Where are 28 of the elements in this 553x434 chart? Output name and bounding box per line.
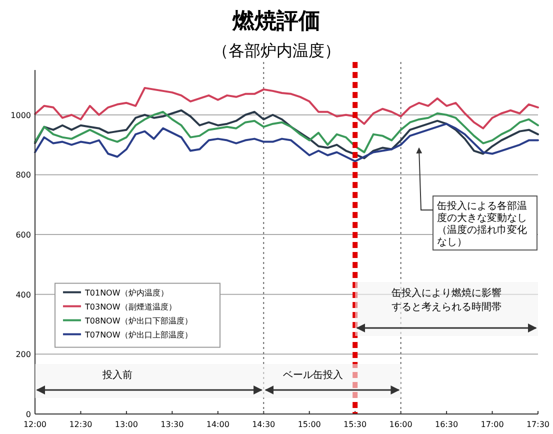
x-tick-label: 14:00 xyxy=(206,420,230,429)
legend-label: T01NOW（炉内温度） xyxy=(84,288,168,298)
annotation: 缶投入による各部温度の大きな変動なし（温度の揺れ巾変化なし） xyxy=(437,200,527,248)
x-tick-label: 14:30 xyxy=(252,420,276,429)
band-label: 投入前 xyxy=(101,369,132,381)
x-tick-label: 17:30 xyxy=(526,420,550,429)
y-tick-label: 200 xyxy=(16,350,31,360)
band-label: ベール缶投入 xyxy=(283,369,344,381)
legend-label: T07NOW（炉出口上部温度） xyxy=(84,330,192,340)
y-tick-label: 1000 xyxy=(10,110,31,120)
y-tick-label: 400 xyxy=(16,290,31,300)
band-label: 缶投入により燃焼に影響すると考えられる時間帯 xyxy=(392,287,502,313)
x-tick-label: 16:00 xyxy=(389,420,412,429)
chart-subtitle: （各部炉内温度） xyxy=(212,41,340,60)
x-tick-label: 13:30 xyxy=(160,420,184,429)
x-tick-label: 15:30 xyxy=(344,420,367,429)
x-tick-label: 13:00 xyxy=(114,420,138,429)
y-tick-label: 600 xyxy=(16,230,31,240)
x-tick-label: 15:00 xyxy=(298,420,321,429)
chart-title: 燃焼評価 xyxy=(232,9,320,34)
y-tick-label: 800 xyxy=(16,170,31,180)
y-tick-label: 0 xyxy=(26,410,31,419)
x-tick-label: 17:00 xyxy=(480,420,504,429)
x-tick-label: 12:30 xyxy=(69,420,92,429)
x-tick-label: 12:00 xyxy=(23,420,47,429)
x-tick-label: 16:30 xyxy=(435,420,458,429)
legend-label: T08NOW（炉出口下部温度） xyxy=(84,316,192,326)
legend-label: T03NOW（副煙道温度） xyxy=(84,302,176,312)
